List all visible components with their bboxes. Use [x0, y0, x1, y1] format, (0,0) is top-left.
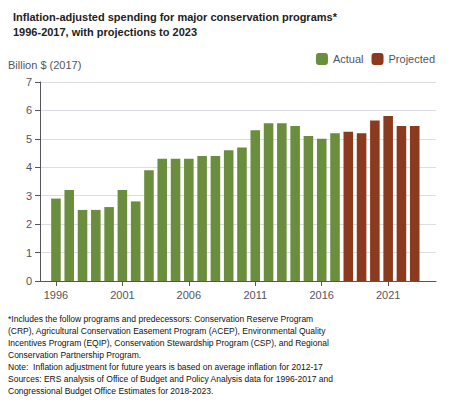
svg-text:*Includes the follow programs: *Includes the follow programs and predec… [8, 314, 313, 324]
svg-text:2: 2 [26, 218, 32, 230]
svg-text:6: 6 [26, 104, 32, 116]
svg-text:2001: 2001 [110, 289, 134, 301]
svg-text:2011: 2011 [243, 289, 267, 301]
svg-text:3: 3 [26, 190, 32, 202]
svg-text:(CRP), Agricultural Conservati: (CRP), Agricultural Conservation Easemen… [8, 326, 326, 336]
svg-text:0: 0 [26, 275, 32, 287]
svg-text:Congressional Budget Office Es: Congressional Budget Office Estimates fo… [8, 386, 213, 396]
svg-text:1996-2017, with projections to: 1996-2017, with projections to 2023 [13, 26, 197, 38]
svg-text:7: 7 [26, 76, 32, 88]
svg-text:Projected: Projected [389, 53, 435, 65]
svg-text:Conservation Partnership Progr: Conservation Partnership Program. [8, 350, 141, 360]
svg-text:2016: 2016 [309, 289, 333, 301]
svg-text:2021: 2021 [376, 289, 400, 301]
svg-text:5: 5 [26, 133, 32, 145]
svg-text:Billion $ (2017): Billion $ (2017) [8, 59, 81, 71]
svg-text:4: 4 [26, 161, 32, 173]
svg-text:Incentives Program (EQIP), Con: Incentives Program (EQIP), Conservation … [8, 338, 329, 348]
svg-text:1: 1 [26, 247, 32, 259]
svg-text:2006: 2006 [177, 289, 201, 301]
svg-text:1996: 1996 [44, 289, 68, 301]
svg-text:Note: Inflation adjustment fo: Note: Inflation adjustment for future ye… [8, 362, 323, 372]
svg-text:Inflation-adjusted spending fo: Inflation-adjusted spending for major co… [13, 11, 338, 23]
svg-text:Sources: ERS analysis of Offic: Sources: ERS analysis of Office of Budge… [8, 374, 333, 384]
svg-text:Actual: Actual [333, 53, 364, 65]
